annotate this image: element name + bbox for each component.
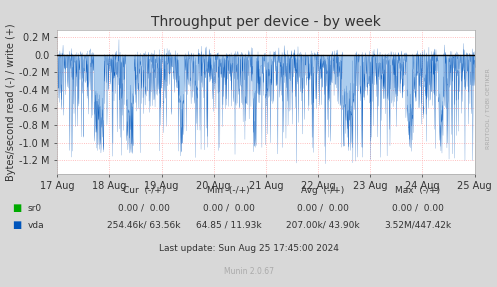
- Text: 3.52M/447.42k: 3.52M/447.42k: [384, 221, 451, 230]
- Text: RRDTOOL / TOBI OETIKER: RRDTOOL / TOBI OETIKER: [486, 69, 491, 150]
- Text: Last update: Sun Aug 25 17:45:00 2024: Last update: Sun Aug 25 17:45:00 2024: [159, 244, 338, 253]
- Text: 64.85 / 11.93k: 64.85 / 11.93k: [196, 221, 261, 230]
- Y-axis label: Bytes/second read (-) / write (+): Bytes/second read (-) / write (+): [6, 23, 16, 181]
- Text: Avg  (-/+): Avg (-/+): [301, 186, 345, 195]
- Text: 0.00 /  0.00: 0.00 / 0.00: [392, 203, 443, 213]
- Text: Cur  (-/+): Cur (-/+): [123, 186, 166, 195]
- Title: Throughput per device - by week: Throughput per device - by week: [151, 15, 381, 29]
- Text: ■: ■: [12, 220, 22, 230]
- Text: sr0: sr0: [27, 203, 41, 213]
- Text: vda: vda: [27, 221, 44, 230]
- Text: 0.00 /  0.00: 0.00 / 0.00: [297, 203, 349, 213]
- Text: Munin 2.0.67: Munin 2.0.67: [224, 267, 273, 276]
- Text: 0.00 /  0.00: 0.00 / 0.00: [118, 203, 170, 213]
- Text: 0.00 /  0.00: 0.00 / 0.00: [203, 203, 254, 213]
- Text: ■: ■: [12, 203, 22, 213]
- Text: 254.46k/ 63.56k: 254.46k/ 63.56k: [107, 221, 181, 230]
- Text: Max  (-/+): Max (-/+): [395, 186, 440, 195]
- Text: Min  (-/+): Min (-/+): [207, 186, 250, 195]
- Text: 207.00k/ 43.90k: 207.00k/ 43.90k: [286, 221, 360, 230]
